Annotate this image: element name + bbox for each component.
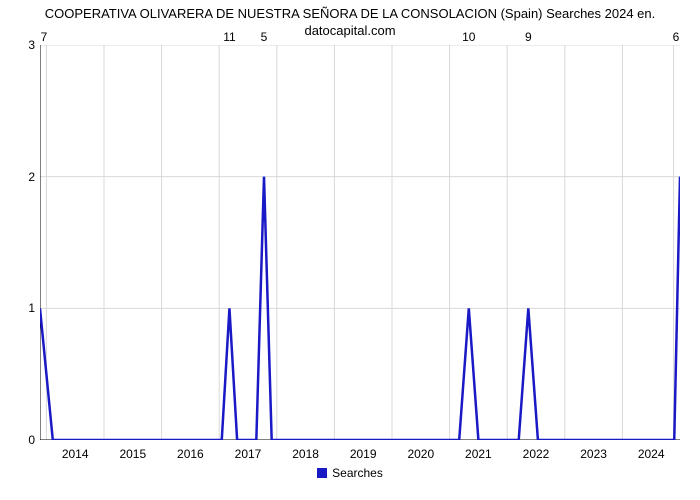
y-tick-label: 0 xyxy=(5,433,35,447)
chart-title-line2: datocapital.com xyxy=(304,23,395,38)
x-tick-label: 2017 xyxy=(235,447,262,461)
series-point-label: 9 xyxy=(525,30,532,44)
chart-title-line1: COOPERATIVA OLIVARERA DE NUESTRA SEÑORA … xyxy=(45,6,656,21)
y-tick-label: 3 xyxy=(5,38,35,52)
chart-container: { "chart": { "type": "line", "title_line… xyxy=(0,0,700,500)
x-tick-label: 2015 xyxy=(119,447,146,461)
x-tick-label: 2021 xyxy=(465,447,492,461)
legend-swatch xyxy=(317,468,327,478)
x-tick-label: 2016 xyxy=(177,447,204,461)
x-tick-label: 2023 xyxy=(580,447,607,461)
series-point-label: 10 xyxy=(462,30,475,44)
x-tick-label: 2024 xyxy=(638,447,665,461)
x-tick-label: 2014 xyxy=(62,447,89,461)
chart-svg xyxy=(40,45,680,440)
series-point-label: 5 xyxy=(261,30,268,44)
y-tick-label: 1 xyxy=(5,301,35,315)
x-tick-label: 2018 xyxy=(292,447,319,461)
legend-label: Searches xyxy=(332,466,383,480)
x-tick-label: 2022 xyxy=(523,447,550,461)
series-point-label: 6 xyxy=(673,30,680,44)
chart-title: COOPERATIVA OLIVARERA DE NUESTRA SEÑORA … xyxy=(0,6,700,40)
plot-area xyxy=(40,45,680,440)
legend: Searches xyxy=(0,465,700,480)
series-point-label: 7 xyxy=(41,30,48,44)
x-tick-label: 2019 xyxy=(350,447,377,461)
y-tick-label: 2 xyxy=(5,170,35,184)
series-point-label: 11 xyxy=(223,30,235,44)
x-tick-label: 2020 xyxy=(407,447,434,461)
